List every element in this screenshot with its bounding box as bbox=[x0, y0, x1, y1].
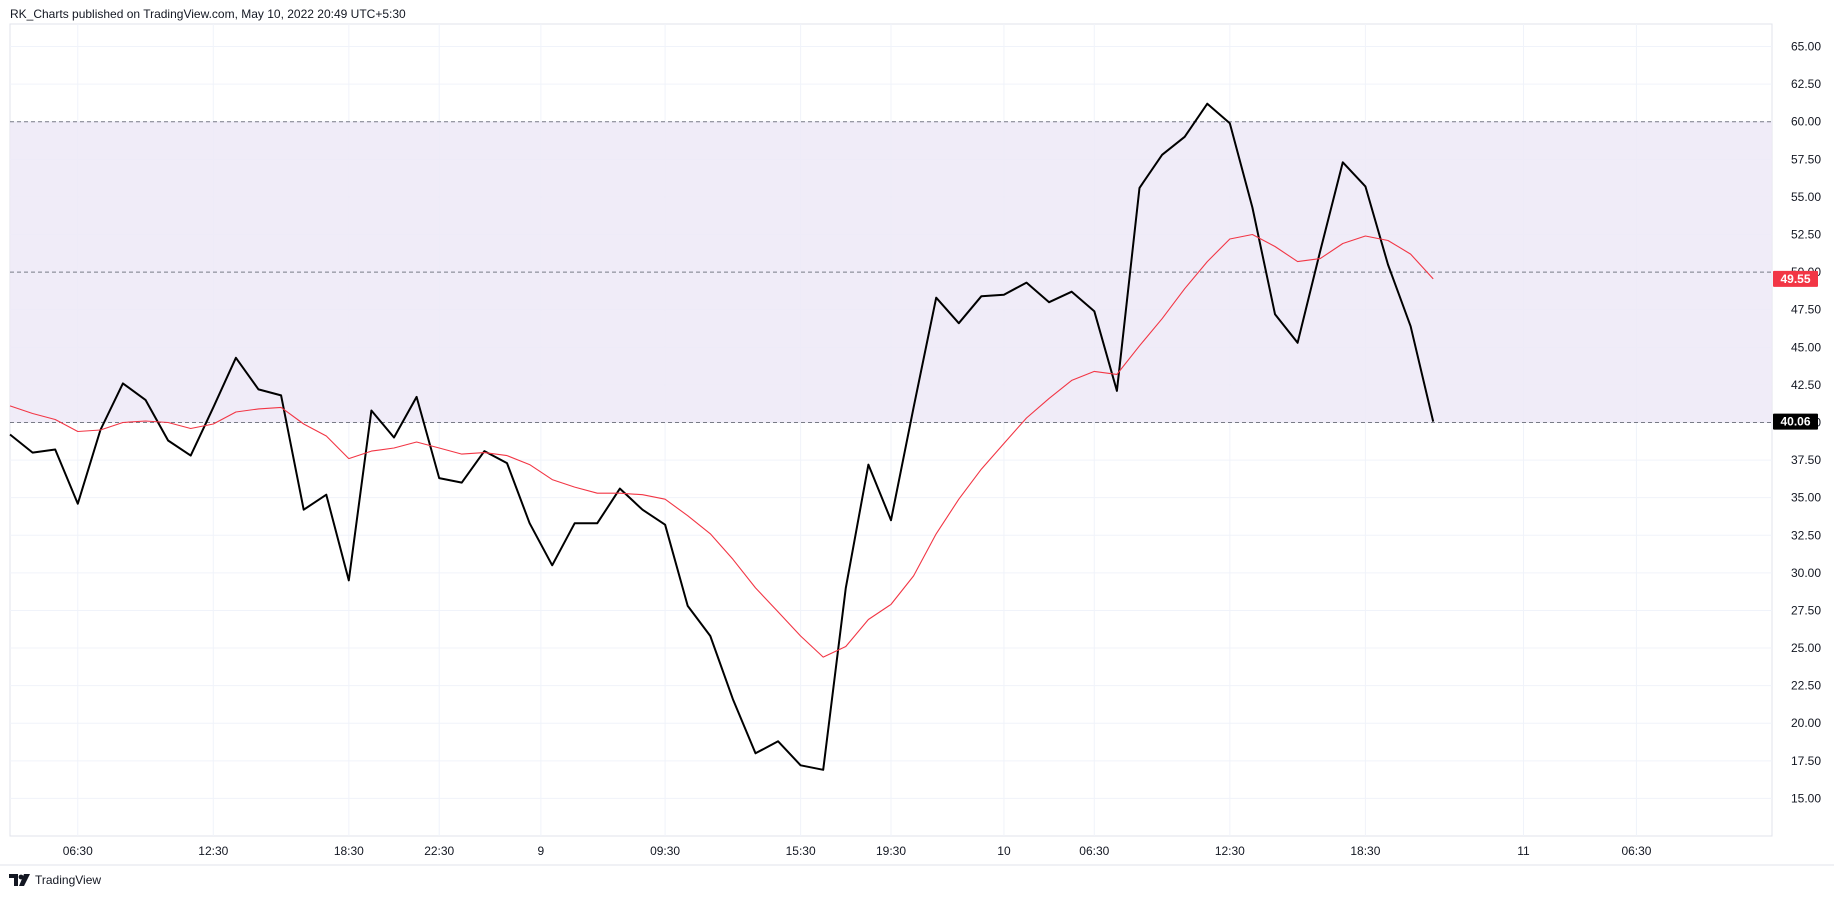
y-tick-label: 30.00 bbox=[1791, 566, 1821, 580]
y-tick-label: 65.00 bbox=[1791, 40, 1821, 54]
y-tick-label: 45.00 bbox=[1791, 340, 1821, 354]
y-tick-label: 17.50 bbox=[1791, 754, 1821, 768]
y-tick-label: 47.50 bbox=[1791, 303, 1821, 317]
x-tick-label: 10 bbox=[997, 844, 1011, 858]
price-line bbox=[9, 102, 1435, 771]
brand[interactable]: TradingView bbox=[9, 873, 101, 887]
last-value-badge bbox=[1773, 270, 1818, 287]
y-tick-label: 60.00 bbox=[1791, 115, 1821, 129]
x-tick-label: 06:30 bbox=[63, 844, 93, 858]
moving-average-line bbox=[9, 233, 1434, 658]
x-tick-label: 12:30 bbox=[198, 844, 228, 858]
x-tick-label: 06:30 bbox=[1079, 844, 1109, 858]
last-value-label: 49.55 bbox=[1780, 272, 1810, 286]
x-tick-label: 11 bbox=[1517, 844, 1530, 858]
y-tick-label: 20.00 bbox=[1791, 716, 1821, 730]
brand-name: TradingView bbox=[35, 873, 102, 887]
y-tick-label: 55.00 bbox=[1791, 190, 1821, 204]
y-tick-label: 25.00 bbox=[1791, 641, 1821, 655]
series-group bbox=[9, 102, 1435, 771]
y-tick-label: 32.50 bbox=[1791, 528, 1821, 542]
x-tick-label: 12:30 bbox=[1215, 844, 1245, 858]
x-tick-label: 15:30 bbox=[786, 844, 816, 858]
tradingview-logo-icon bbox=[9, 874, 30, 886]
x-tick-label: 18:30 bbox=[334, 844, 364, 858]
y-tick-label: 27.50 bbox=[1791, 603, 1821, 617]
x-tick-label: 18:30 bbox=[1350, 844, 1380, 858]
x-tick-label: 09:30 bbox=[650, 844, 680, 858]
y-tick-label: 35.00 bbox=[1791, 491, 1821, 505]
y-tick-label: 15.00 bbox=[1791, 791, 1821, 805]
x-tick-label: 22:30 bbox=[424, 844, 454, 858]
y-tick-label: 42.50 bbox=[1791, 378, 1821, 392]
y-tick-label: 62.50 bbox=[1791, 77, 1821, 91]
y-tick-label: 57.50 bbox=[1791, 152, 1821, 166]
band-fill bbox=[10, 121, 1772, 423]
x-tick-label: 06:30 bbox=[1621, 844, 1651, 858]
band-zone bbox=[10, 121, 1772, 423]
y-tick-label: 52.50 bbox=[1791, 228, 1821, 242]
last-value-label: 40.06 bbox=[1780, 415, 1810, 429]
axes: 15.00 17.50 20.00 22.50 25.00 27.50 30.00 32.50… bbox=[63, 40, 1822, 858]
y-tick-label: 22.50 bbox=[1791, 679, 1821, 693]
x-tick-label: 19:30 bbox=[876, 844, 906, 858]
last-value-badge bbox=[1773, 413, 1818, 430]
publisher-text: RK_Charts published on TradingView.com, … bbox=[10, 7, 406, 21]
x-tick-label: 9 bbox=[538, 844, 545, 858]
y-tick-label: 37.50 bbox=[1791, 453, 1821, 467]
